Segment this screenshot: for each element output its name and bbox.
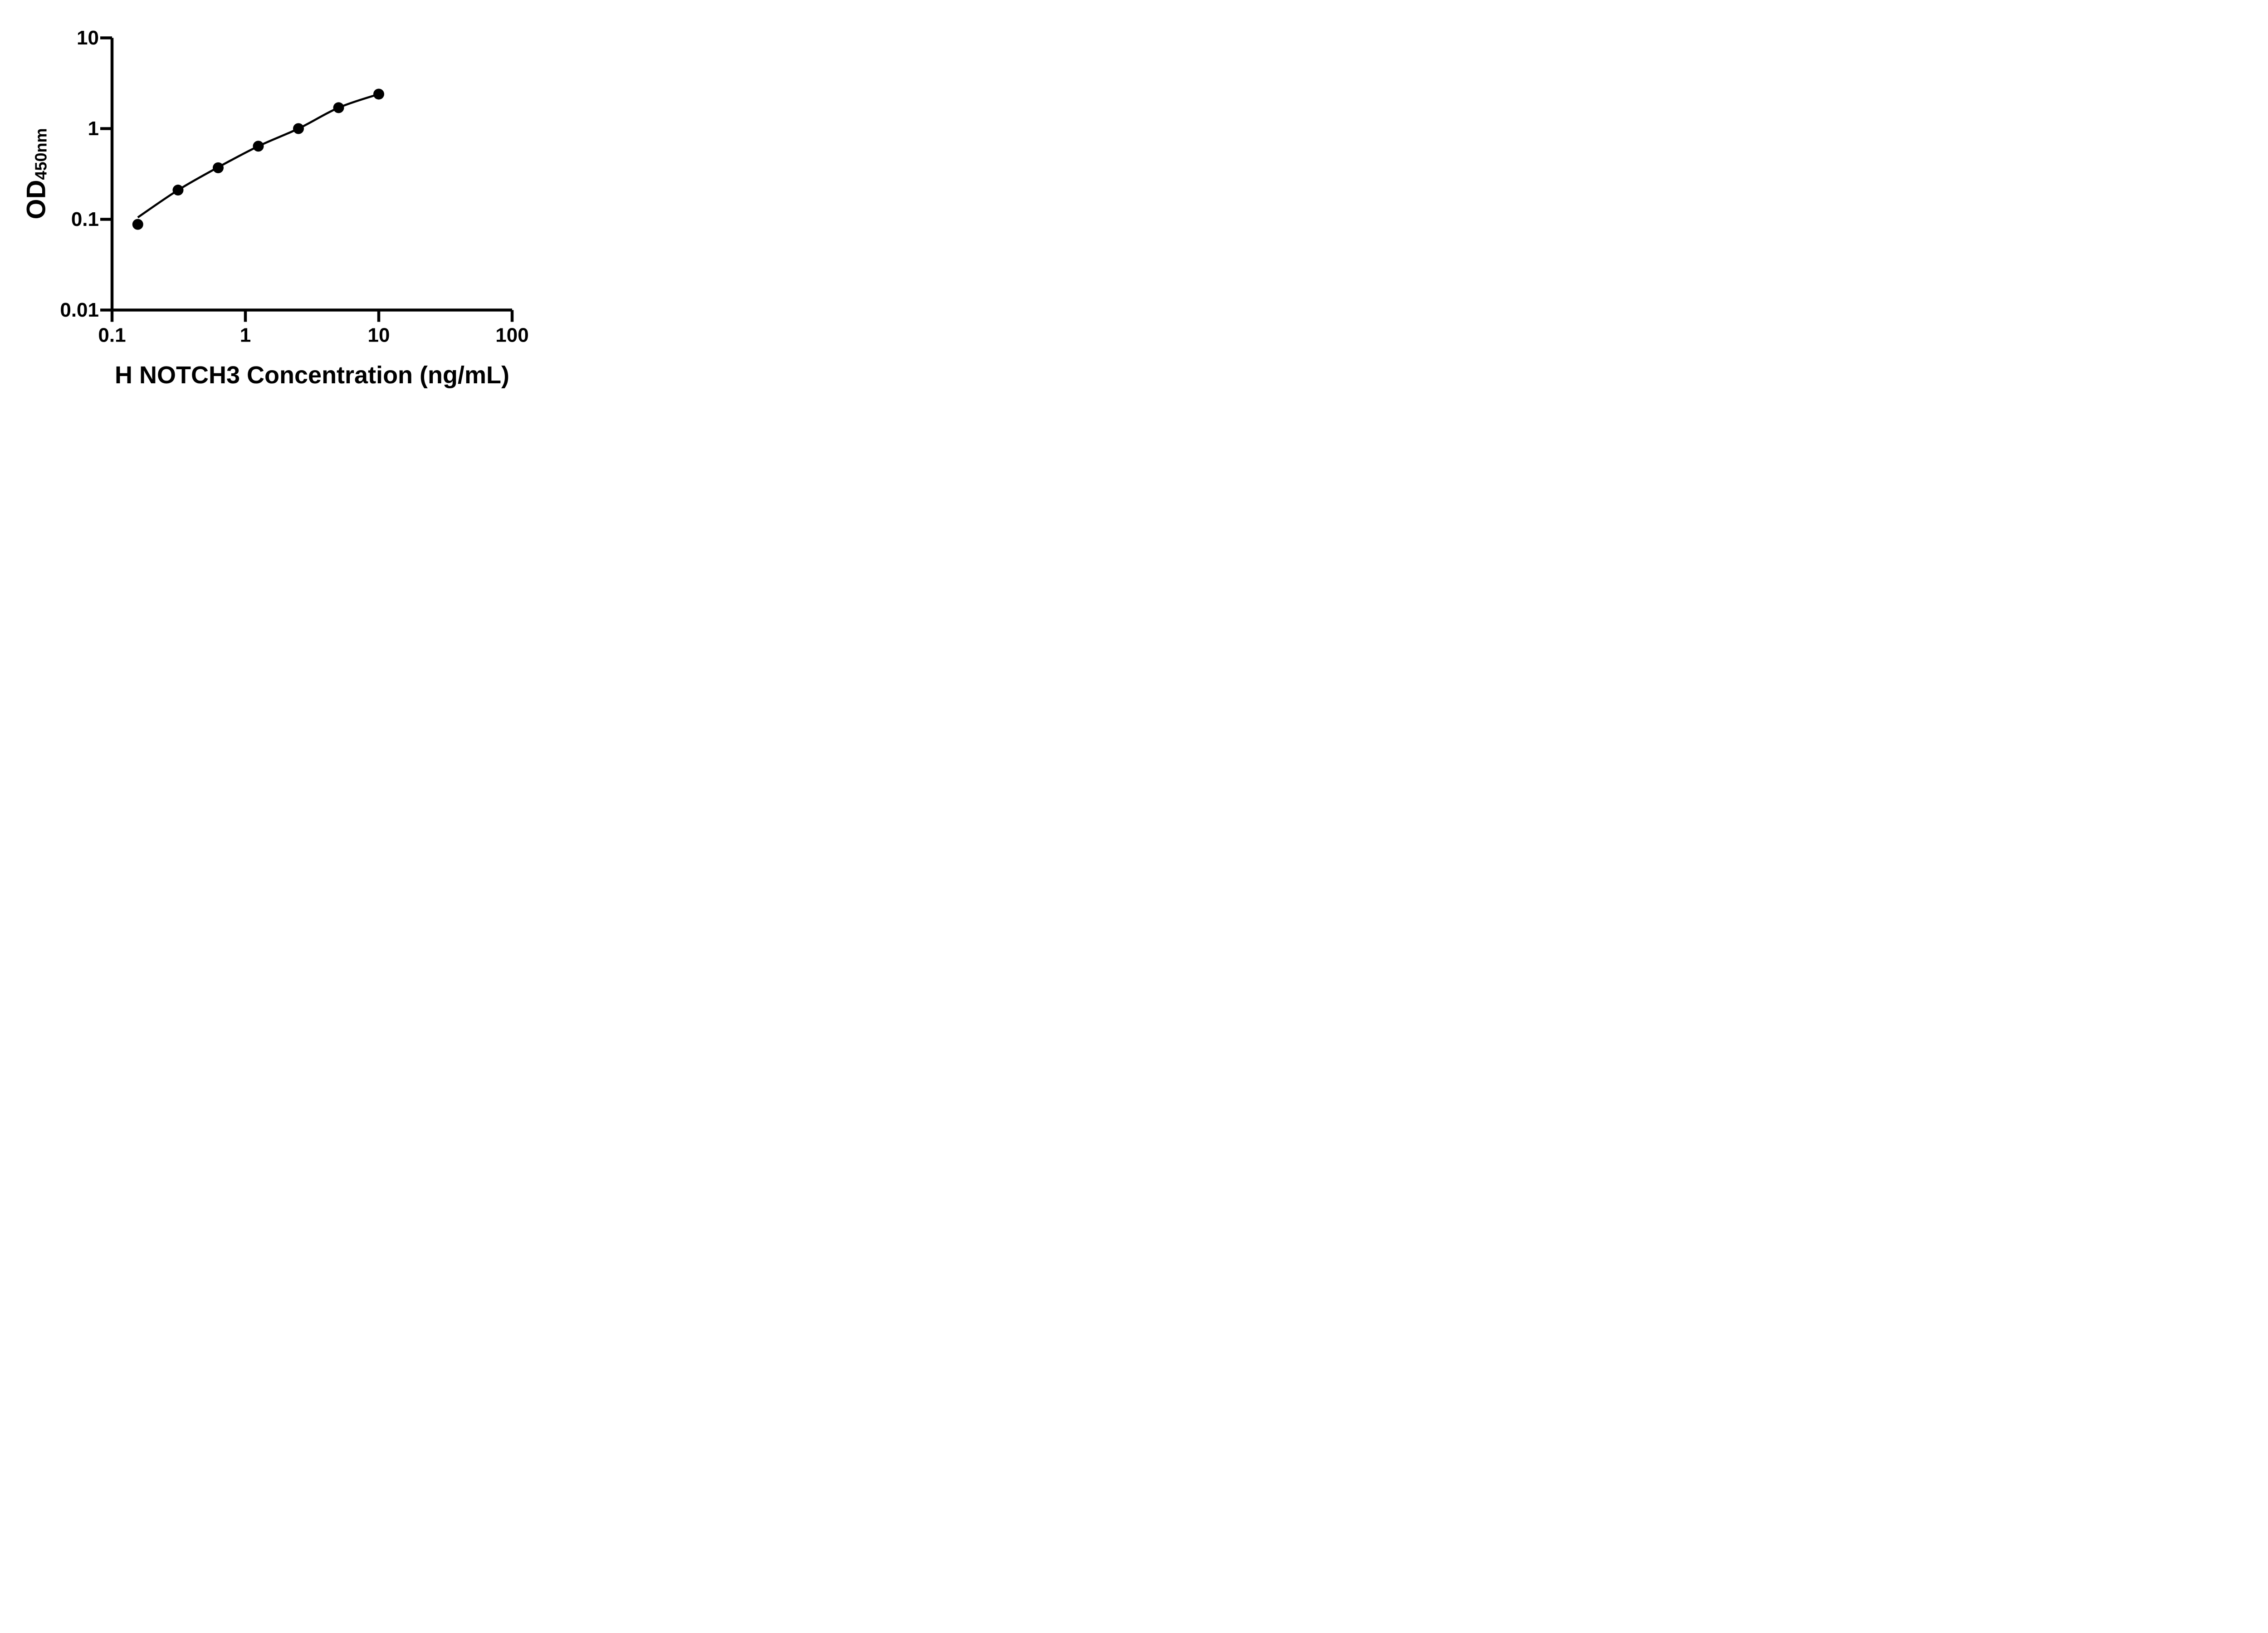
data-point <box>172 185 184 196</box>
fit-curve-line <box>137 93 379 219</box>
x-tick-label: 1 <box>240 324 251 347</box>
chart-plot-area: 10 1 0.1 0.01 0.1 1 10 100 <box>60 27 528 347</box>
x-axis-title: H NOTCH3 Concentration (ng/mL) <box>115 362 509 389</box>
y-tick-label: 1 <box>88 117 99 140</box>
data-point <box>333 102 344 113</box>
data-point <box>253 141 264 152</box>
elisa-standard-curve-figure: 10 1 0.1 0.01 0.1 1 10 100 OD450nm H NOTCH3 Con… <box>0 0 583 408</box>
y-tick-label: 0.1 <box>71 208 99 230</box>
x-tick-label: 10 <box>368 324 390 347</box>
y-axis-title: OD450nm <box>21 128 52 220</box>
axis-spine <box>110 38 512 312</box>
y-tick-label: 10 <box>77 27 99 49</box>
y-tick-label: 0.01 <box>60 299 99 321</box>
y-axis-title-main: OD <box>21 180 51 220</box>
data-point <box>293 123 304 134</box>
data-point <box>373 88 384 100</box>
x-tick-label: 100 <box>495 324 528 347</box>
y-axis-title-subscript: 450nm <box>31 128 50 180</box>
data-point <box>132 219 143 230</box>
data-point <box>212 162 224 173</box>
x-tick-label: 0.1 <box>98 324 126 347</box>
